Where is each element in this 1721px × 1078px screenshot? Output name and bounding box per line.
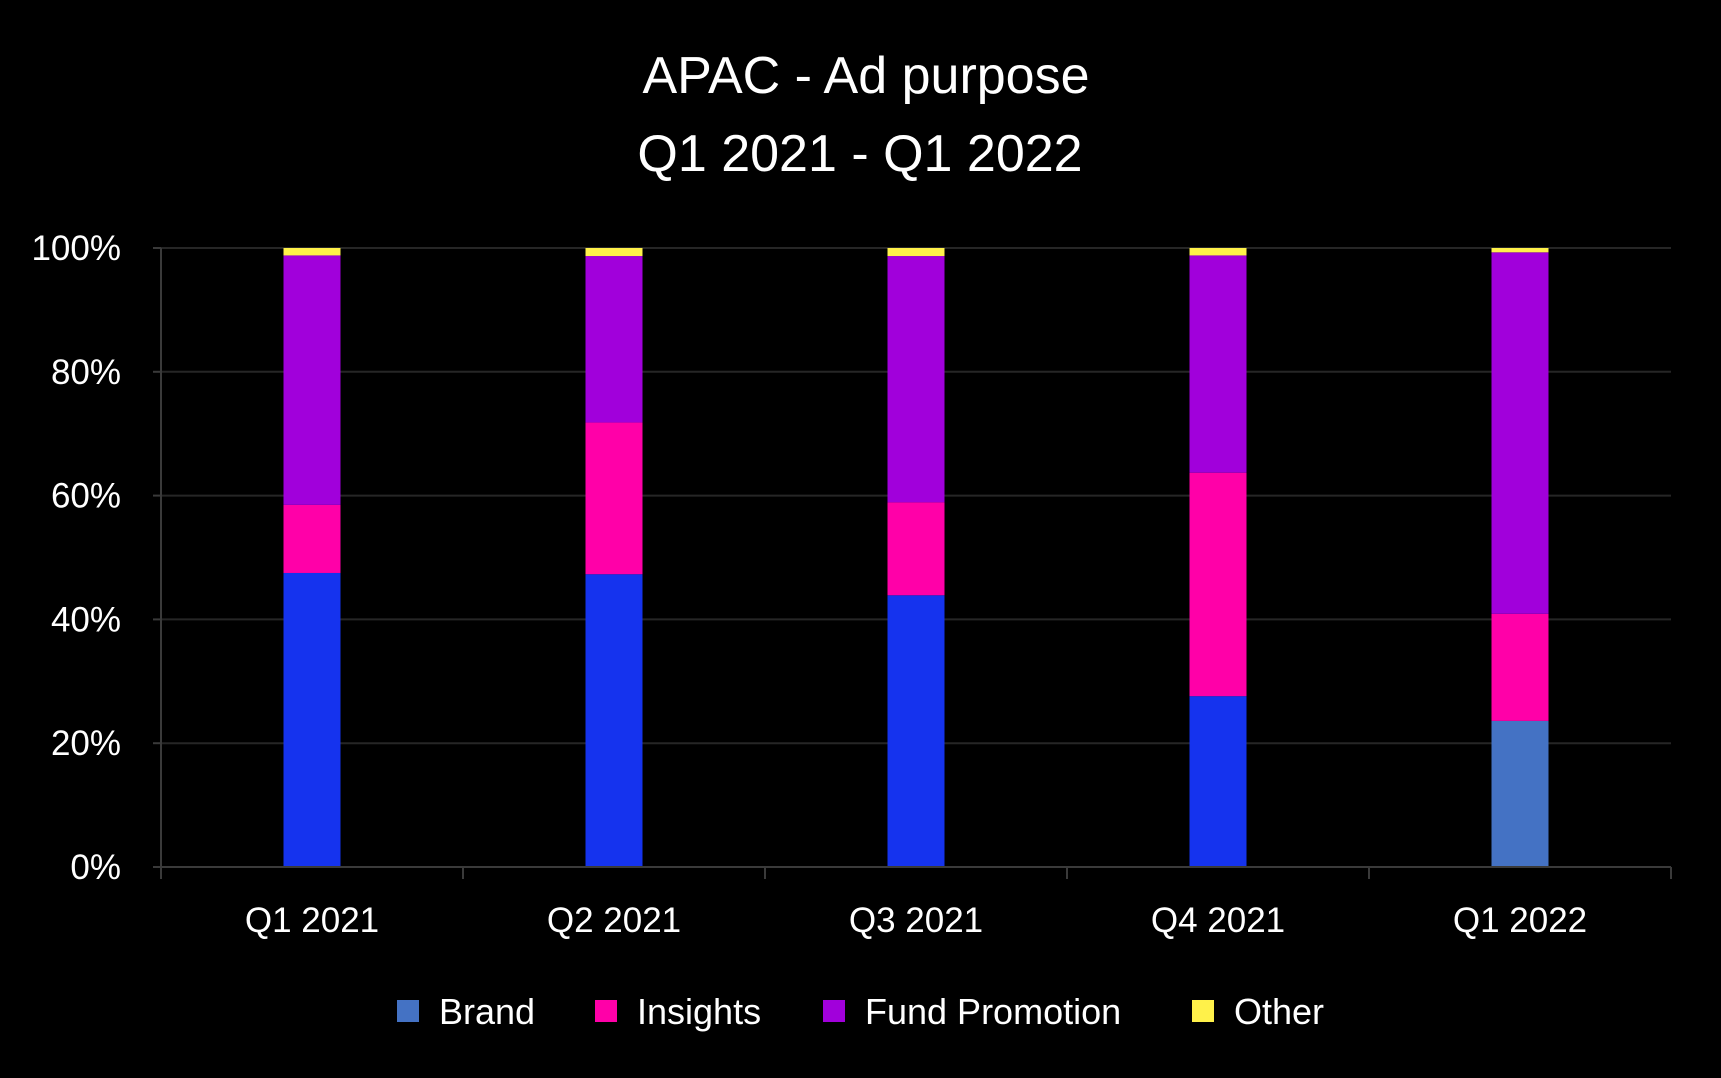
axes xyxy=(160,248,1672,879)
y-tick-label: 80% xyxy=(51,353,121,392)
y-axis-ticks: 0% 20% 40% 60% 80% 100% xyxy=(31,229,161,887)
legend-swatch xyxy=(595,1000,617,1022)
bar-segment-insights xyxy=(1491,613,1549,721)
y-tick-label: 40% xyxy=(51,600,121,639)
bar-segment-other xyxy=(1491,248,1549,253)
bar-segment-fund-promotion xyxy=(887,256,945,503)
bar-segment-other xyxy=(283,248,341,256)
bars xyxy=(283,248,1549,867)
y-tick-label: 100% xyxy=(31,229,121,268)
x-tick-label: Q1 2021 xyxy=(245,901,379,940)
bar-segment-brand xyxy=(283,572,341,867)
bar-segment-brand xyxy=(887,595,945,867)
legend-swatch xyxy=(1192,1000,1214,1022)
bar-segment-fund-promotion xyxy=(1189,255,1247,473)
bar-segment-fund-promotion xyxy=(283,255,341,505)
x-axis-ticks: Q1 2021 Q2 2021 Q3 2021 Q4 2021 Q1 2022 xyxy=(245,901,1587,940)
bar-segment-brand xyxy=(1491,720,1549,867)
legend-label: Fund Promotion xyxy=(865,991,1121,1032)
legend-label: Insights xyxy=(637,991,761,1032)
chart-title: APAC - Ad purpose xyxy=(642,47,1089,105)
legend-swatch xyxy=(823,1000,845,1022)
bar-segment-fund-promotion xyxy=(1491,252,1549,614)
y-tick-label: 0% xyxy=(70,848,121,887)
chart-subtitle: Q1 2021 - Q1 2022 xyxy=(637,125,1082,183)
bar-segment-insights xyxy=(585,422,643,575)
x-tick-label: Q4 2021 xyxy=(1151,901,1285,940)
y-tick-label: 20% xyxy=(51,724,121,763)
x-tick-label: Q3 2021 xyxy=(849,901,983,940)
bar-segment-fund-promotion xyxy=(585,256,643,423)
legend: Brand Insights Fund Promotion Other xyxy=(397,991,1324,1032)
x-tick-label: Q1 2022 xyxy=(1453,901,1587,940)
bar-segment-other xyxy=(887,248,945,257)
legend-label: Other xyxy=(1234,991,1324,1032)
bar-segment-other xyxy=(1189,248,1247,256)
bar-segment-insights xyxy=(887,502,945,596)
x-tick-label: Q2 2021 xyxy=(547,901,681,940)
bar-segment-insights xyxy=(1189,472,1247,697)
bar-segment-insights xyxy=(283,504,341,573)
bar-segment-other xyxy=(585,248,643,257)
bar-segment-brand xyxy=(1189,696,1247,867)
legend-label: Brand xyxy=(439,991,535,1032)
legend-swatch xyxy=(397,1000,419,1022)
y-tick-label: 60% xyxy=(51,477,121,516)
bar-segment-brand xyxy=(585,574,643,867)
